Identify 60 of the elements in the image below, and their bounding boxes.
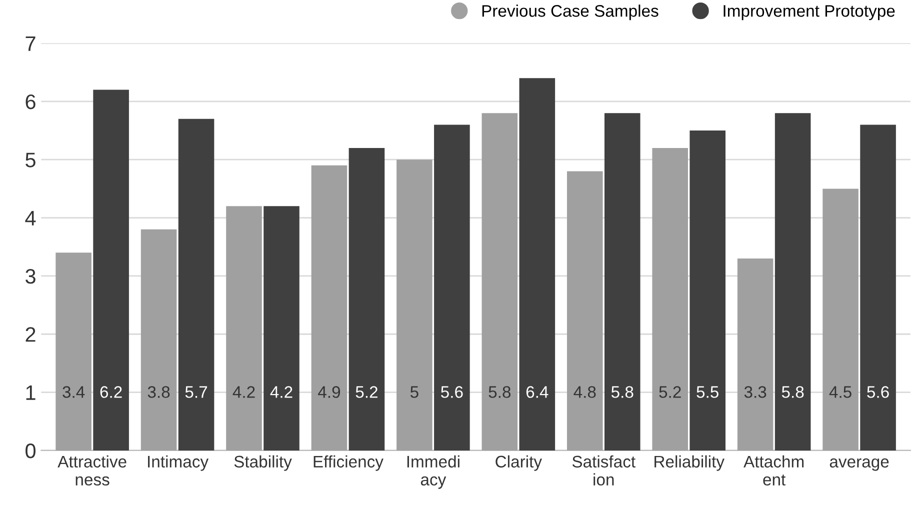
y-tick-label: 1 (26, 386, 36, 400)
bar (652, 148, 688, 450)
x-tick-label: Attachm ent (744, 455, 804, 486)
data-label: 3.4 (62, 386, 85, 398)
bar (519, 78, 556, 450)
data-label: 4.2 (270, 386, 292, 398)
data-label: 5.8 (782, 386, 804, 398)
data-label: 4.9 (318, 386, 340, 398)
data-label: 5.8 (611, 386, 634, 398)
data-label: 4.8 (574, 386, 596, 398)
data-label: 5 (410, 386, 418, 398)
data-label: 5.7 (185, 386, 208, 398)
bar (396, 160, 432, 450)
data-label: 4.2 (232, 386, 255, 398)
bar (737, 258, 774, 450)
bar (482, 113, 518, 450)
data-label: 4.5 (829, 386, 852, 398)
bar (226, 206, 262, 450)
data-label: 3.3 (744, 386, 766, 398)
bar (140, 229, 177, 450)
data-label: 5.5 (696, 386, 718, 398)
bar (311, 165, 348, 450)
x-tick-label: average (830, 458, 889, 471)
y-tick-label: 0 (26, 443, 36, 458)
bar (178, 118, 214, 450)
x-tick-label: Intimacy (148, 455, 209, 471)
y-tick-label: 4 (25, 210, 36, 226)
bar (434, 124, 470, 450)
bar (690, 130, 726, 450)
bar (348, 148, 385, 450)
y-tick-label: 3 (26, 268, 36, 284)
x-tick-label: Efficiency (314, 455, 384, 471)
x-tick-label: Immedi acy (407, 455, 460, 489)
bar (93, 90, 129, 450)
data-label: 5.2 (659, 386, 681, 398)
y-tick-label: 6 (26, 94, 36, 110)
data-label: 6.4 (526, 386, 548, 398)
bar (860, 124, 896, 450)
data-label: 5.2 (356, 386, 378, 398)
data-label: 5.6 (441, 386, 463, 398)
x-tick-label: Satisfact ion (572, 455, 636, 486)
x-tick-label: Stability (234, 455, 292, 471)
bar (822, 188, 858, 450)
bar (264, 206, 300, 450)
bar (774, 113, 811, 450)
legend-label: Improvement Prototype (724, 5, 895, 20)
y-tick-label: 7 (26, 36, 36, 51)
data-label: 5.6 (867, 386, 889, 398)
bar (604, 113, 640, 450)
y-tick-label: 2 (26, 327, 36, 342)
x-tick-label: Clarity (496, 455, 542, 471)
x-tick-label: Reliability (654, 455, 724, 471)
data-label: 3.8 (148, 386, 170, 398)
bar (566, 171, 603, 450)
y-tick-label: 5 (26, 152, 36, 168)
x-tick-label: Attractive ness (58, 455, 126, 486)
data-label: 5.8 (488, 386, 511, 398)
data-label: 6.2 (100, 386, 122, 398)
bar (56, 252, 92, 450)
legend-label: Previous Case Samples (482, 4, 658, 20)
